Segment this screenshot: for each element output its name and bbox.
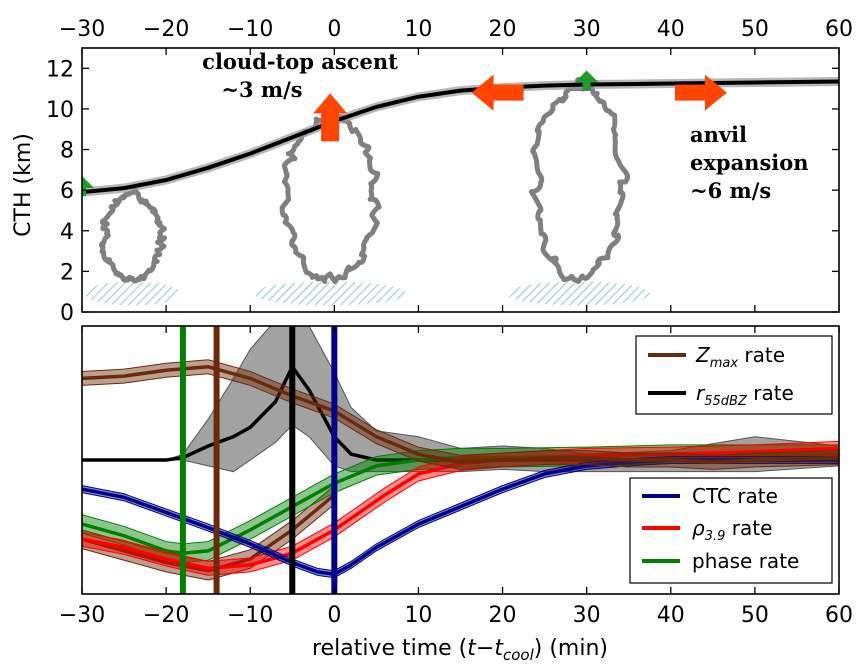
- series-line: [82, 365, 839, 465]
- legend-ctc-label: CTC rate: [692, 484, 778, 508]
- bottom-axes-frame: [81, 325, 840, 595]
- bottom-x-tick-label: 0: [327, 603, 341, 628]
- top-x-tick-label: 50: [741, 17, 769, 42]
- top-y-tick-label: 4: [60, 220, 74, 245]
- green-marker: [82, 176, 94, 189]
- legend-r55-label: r55dBZ rate: [696, 381, 794, 409]
- bottom-x-tick-label: 40: [657, 603, 685, 628]
- top-y-tick-label: 12: [46, 57, 74, 82]
- series-line: [82, 446, 839, 571]
- series-band: [82, 326, 839, 473]
- top-y-tick-label: 8: [60, 139, 74, 164]
- legend-rho-label: ρ3.9 rate: [692, 516, 772, 544]
- bottom-x-tick-label: −10: [227, 603, 273, 628]
- legend-phase-label: phase rate: [692, 549, 799, 573]
- cloud-outline: [528, 76, 630, 285]
- top-x-tick-label: 40: [657, 17, 685, 42]
- bottom-panel: −30 −20 −10 0 10 20 30 40 50 60 Zmax rate r55dBZ …: [59, 325, 853, 664]
- top-y-tick-label: 10: [46, 98, 74, 123]
- top-illustrations: [84, 76, 651, 306]
- precip-hatch: [506, 281, 651, 306]
- green-marker-stem: [582, 80, 591, 91]
- top-x-tick-label: 60: [825, 17, 853, 42]
- arrow-ascent: [313, 93, 348, 142]
- top-x-tick-label: −10: [227, 17, 273, 42]
- series-band: [82, 440, 839, 576]
- cth-line: [82, 79, 839, 195]
- green-marker-stem: [82, 186, 86, 197]
- bottom-xlabel: relative time (t−tcool) (min): [312, 636, 608, 664]
- annotation-ascent-line2: ~3 m/s: [221, 77, 302, 102]
- arrow-anvil-left: [471, 74, 524, 111]
- bottom-x-tick-label: −30: [59, 603, 105, 628]
- precip-hatch: [84, 281, 181, 306]
- top-y-tick-label: 0: [60, 301, 74, 326]
- top-ylabel: CTH (km): [11, 133, 36, 237]
- series-band: [82, 456, 839, 579]
- bottom-x-tick-label: 10: [404, 603, 432, 628]
- top-x-tick-label: 20: [489, 17, 517, 42]
- top-axes-frame: [81, 47, 840, 313]
- top-x-tick-label: 10: [404, 17, 432, 42]
- green-marker: [574, 70, 599, 83]
- annotation-anvil-line3: ~6 m/s: [690, 178, 771, 203]
- series-line: [82, 458, 839, 577]
- precip-hatch: [253, 281, 407, 306]
- top-y-ticks: 0 2 4 6 8 10 12: [46, 57, 839, 326]
- legend-bottom: CTC rate ρ3.9 rate phase rate: [629, 477, 833, 584]
- cloud-outline: [279, 114, 382, 285]
- bottom-x-tick-label: −20: [143, 603, 189, 628]
- annotation-ascent: cloud-top ascent ~3 m/s: [202, 49, 398, 102]
- top-x-tick-label: 0: [327, 17, 341, 42]
- annotation-ascent-line1: cloud-top ascent: [202, 49, 398, 74]
- annotation-anvil: anvil expansion ~6 m/s: [690, 122, 809, 203]
- bottom-x-tick-label: 20: [489, 603, 517, 628]
- bottom-x-tick-label: 30: [573, 603, 601, 628]
- top-y-tick-label: 6: [60, 179, 74, 204]
- bottom-series: [82, 326, 839, 594]
- top-y-tick-label: 2: [60, 260, 74, 285]
- bottom-x-tick-label: 60: [825, 603, 853, 628]
- annotation-anvil-line1: anvil: [690, 122, 747, 147]
- top-series: [82, 70, 839, 197]
- cloud-outline: [98, 187, 168, 284]
- legend-zmax-label: Zmax rate: [695, 343, 785, 371]
- legend-top: Zmax rate r55dBZ rate: [635, 335, 833, 415]
- top-x-tick-label: −20: [143, 17, 189, 42]
- bottom-x-ticks: −30 −20 −10 0 10 20 30 40 50 60: [59, 326, 853, 628]
- arrow-anvil-right: [674, 74, 727, 111]
- bottom-x-tick-label: 50: [741, 603, 769, 628]
- annotation-anvil-line2: expansion: [690, 150, 809, 175]
- top-x-ticks: −30 −20 −10 0 10 20 30 40 50 60: [59, 17, 853, 312]
- top-x-tick-label: 30: [573, 17, 601, 42]
- top-panel: −30 −20 −10 0 10 20 30 40 50 60 0 2 4 6 8 10 12 CTH (km…: [11, 17, 853, 326]
- top-x-tick-label: −30: [59, 17, 105, 42]
